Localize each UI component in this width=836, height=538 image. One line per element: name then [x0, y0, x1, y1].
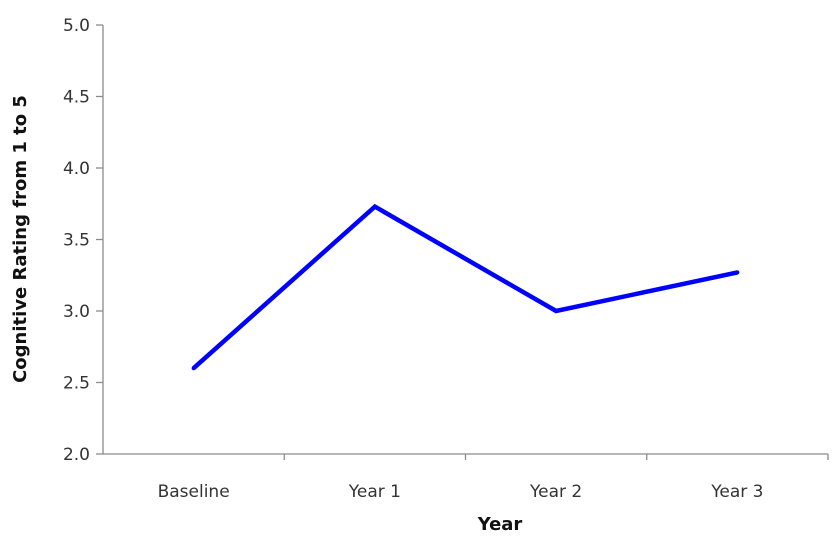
y-tick-label: 4.0 [63, 159, 90, 179]
y-tick-label: 3.5 [63, 231, 90, 251]
x-axis-title: Year [477, 514, 523, 535]
y-tick-label: 4.5 [63, 88, 90, 108]
data-point [372, 204, 377, 209]
data-point [735, 270, 740, 275]
y-tick-label: 2.0 [63, 445, 90, 465]
series-line [192, 203, 738, 370]
y-ticks: 2.0 2.5 3.0 3.5 4.0 4.5 5.0 [63, 16, 103, 465]
x-ticks: Baseline Year 1 Year 2 Year 3 [158, 454, 829, 502]
x-tick-label: Baseline [158, 482, 230, 502]
data-point [191, 366, 196, 371]
x-tick-label: Year 2 [529, 482, 582, 502]
y-tick-label: 5.0 [63, 16, 90, 36]
y-tick-label: 3.0 [63, 302, 90, 322]
series-group [191, 203, 740, 371]
data-point [554, 309, 559, 313]
y-axis-title: Cognitive Rating from 1 to 5 [10, 95, 31, 383]
y-tick-label: 2.5 [63, 374, 90, 394]
x-tick-label: Year 3 [710, 482, 763, 502]
x-tick-label: Year 1 [348, 482, 401, 502]
